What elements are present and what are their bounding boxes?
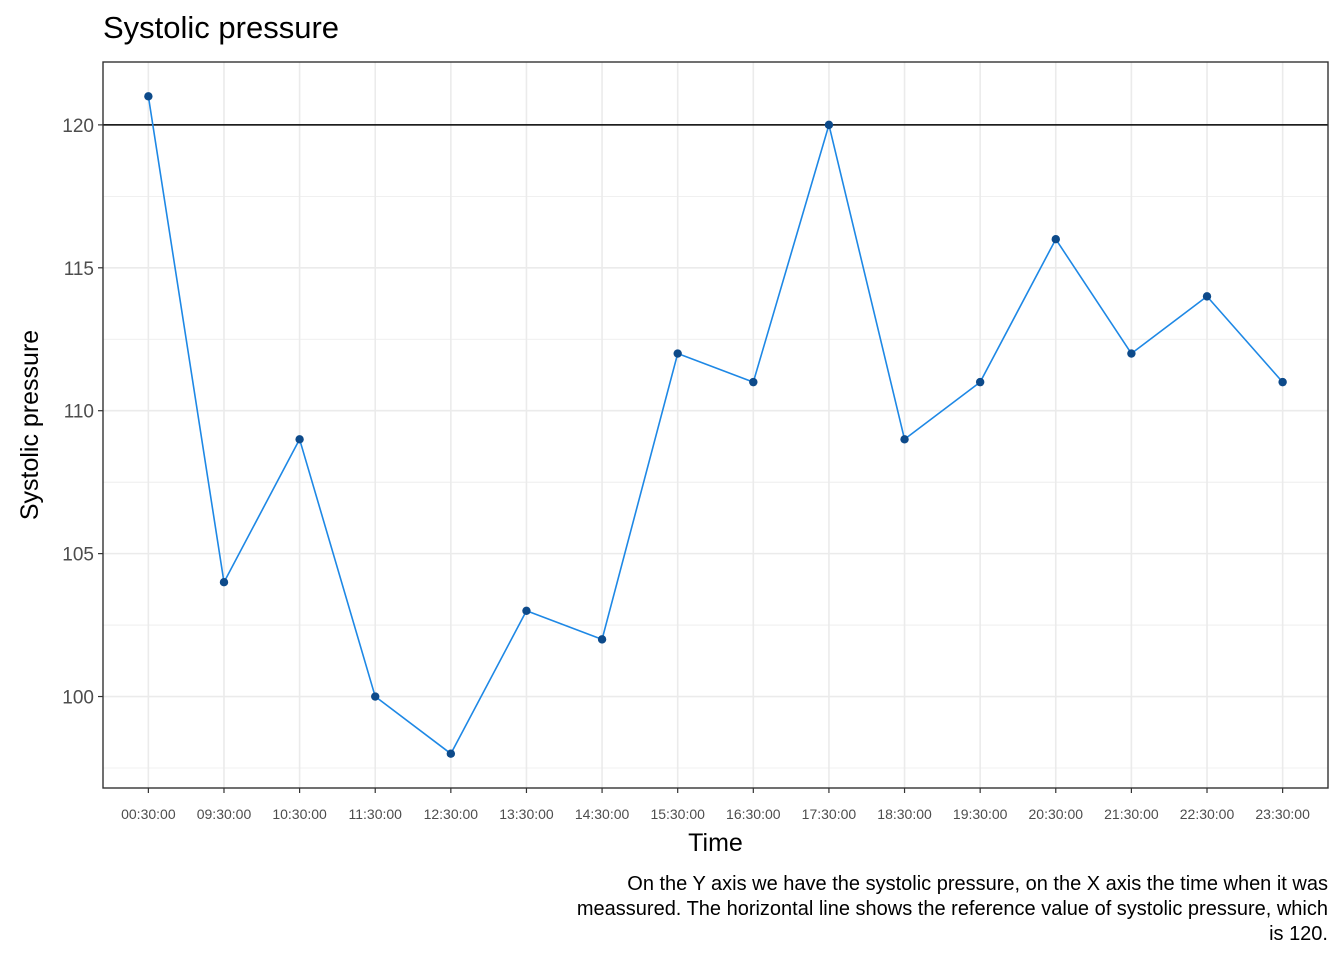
data-point bbox=[144, 92, 153, 101]
x-tick-label: 10:30:00 bbox=[272, 806, 327, 822]
x-tick-label: 17:30:00 bbox=[802, 806, 857, 822]
x-tick-label: 21:30:00 bbox=[1104, 806, 1159, 822]
data-point bbox=[446, 749, 456, 758]
series-line bbox=[147, 96, 1284, 755]
data-point bbox=[975, 377, 985, 387]
x-tick-label: 00:30:00 bbox=[121, 806, 176, 822]
data-point bbox=[597, 635, 607, 644]
x-tick-label: 09:30:00 bbox=[197, 806, 252, 822]
x-tick-label: 20:30:00 bbox=[1029, 806, 1084, 822]
y-axis-title: Systolic pressure bbox=[16, 330, 44, 520]
x-tick-label: 12:30:00 bbox=[424, 806, 479, 822]
y-tick-label: 120 bbox=[62, 116, 94, 137]
x-axis-title: Time bbox=[688, 829, 743, 857]
y-tick-label: 115 bbox=[64, 259, 94, 280]
x-tick-label: 14:30:00 bbox=[575, 806, 630, 822]
data-point bbox=[1127, 349, 1136, 358]
data-point bbox=[295, 435, 304, 444]
x-tick-label: 11:30:00 bbox=[348, 806, 402, 822]
y-tick-label: 110 bbox=[64, 402, 94, 423]
data-point bbox=[673, 349, 682, 358]
data-point bbox=[900, 435, 909, 444]
x-tick-label: 23:30:00 bbox=[1255, 806, 1310, 822]
data-point bbox=[371, 692, 380, 701]
x-tick-label: 18:30:00 bbox=[877, 806, 932, 822]
data-point bbox=[1051, 235, 1060, 244]
data-point bbox=[824, 120, 834, 130]
x-tick-label: 13:30:00 bbox=[499, 806, 554, 822]
data-point bbox=[1278, 377, 1287, 387]
x-tick-label: 15:30:00 bbox=[650, 806, 705, 822]
x-tick-label: 16:30:00 bbox=[726, 806, 781, 822]
chart-caption: On the Y axis we have the systolic press… bbox=[576, 873, 1328, 945]
data-point bbox=[522, 606, 531, 615]
x-tick-label: 19:30:00 bbox=[953, 806, 1008, 822]
data-point bbox=[219, 578, 229, 587]
data-point bbox=[1202, 292, 1212, 301]
plot-border bbox=[102, 61, 1329, 789]
y-tick-label: 100 bbox=[62, 688, 94, 709]
y-tick-label: 105 bbox=[62, 545, 94, 566]
plot-panel bbox=[103, 62, 1328, 788]
chart-title: Systolic pressure bbox=[103, 10, 340, 45]
x-tick-label: 22:30:00 bbox=[1180, 806, 1235, 822]
data-point bbox=[749, 377, 758, 387]
